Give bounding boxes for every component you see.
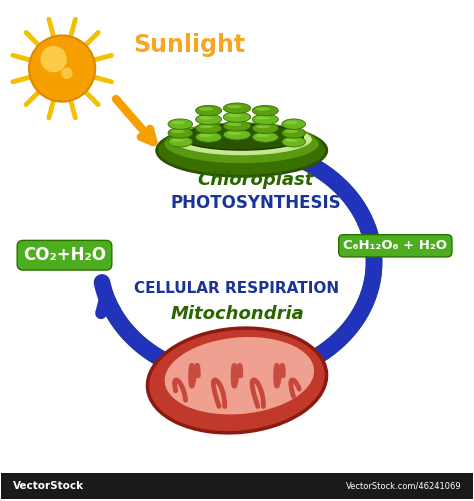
- Ellipse shape: [171, 123, 313, 156]
- Ellipse shape: [171, 121, 184, 124]
- Ellipse shape: [227, 114, 242, 117]
- Ellipse shape: [223, 103, 251, 113]
- Text: CELLULAR RESPIRATION: CELLULAR RESPIRATION: [135, 281, 339, 296]
- Ellipse shape: [282, 128, 306, 138]
- Ellipse shape: [227, 105, 242, 108]
- Ellipse shape: [168, 119, 192, 129]
- Ellipse shape: [180, 124, 303, 150]
- Ellipse shape: [199, 116, 213, 119]
- Ellipse shape: [199, 134, 213, 137]
- Ellipse shape: [227, 123, 242, 126]
- Ellipse shape: [164, 124, 319, 164]
- Ellipse shape: [252, 105, 278, 116]
- Text: CO₂+H₂O: CO₂+H₂O: [23, 246, 106, 264]
- Text: C₆H₁₂O₆ + H₂O: C₆H₁₂O₆ + H₂O: [343, 239, 447, 253]
- Text: VectorStock.com/46241069: VectorStock.com/46241069: [346, 481, 462, 490]
- Ellipse shape: [223, 121, 251, 131]
- Circle shape: [40, 46, 67, 72]
- Text: Chloroplast: Chloroplast: [198, 171, 314, 188]
- Ellipse shape: [164, 336, 315, 415]
- Ellipse shape: [168, 128, 192, 138]
- Ellipse shape: [227, 132, 242, 135]
- Ellipse shape: [252, 132, 278, 142]
- Ellipse shape: [285, 139, 298, 142]
- Ellipse shape: [171, 130, 184, 133]
- Ellipse shape: [199, 107, 213, 111]
- Ellipse shape: [223, 112, 251, 122]
- Ellipse shape: [255, 125, 270, 128]
- Text: Mitochondria: Mitochondria: [170, 305, 304, 323]
- Bar: [0, 473, 474, 498]
- Ellipse shape: [171, 139, 184, 142]
- Ellipse shape: [196, 132, 222, 142]
- Ellipse shape: [168, 137, 192, 147]
- Ellipse shape: [255, 107, 270, 111]
- Circle shape: [29, 36, 95, 102]
- Ellipse shape: [255, 134, 270, 137]
- Ellipse shape: [282, 137, 306, 147]
- Ellipse shape: [252, 123, 278, 133]
- Ellipse shape: [285, 130, 298, 133]
- Ellipse shape: [196, 123, 222, 133]
- Ellipse shape: [156, 124, 327, 176]
- Ellipse shape: [199, 125, 213, 128]
- Ellipse shape: [282, 119, 306, 129]
- Ellipse shape: [196, 105, 222, 116]
- Ellipse shape: [252, 114, 278, 125]
- Ellipse shape: [255, 116, 270, 119]
- Text: Sunlight: Sunlight: [133, 33, 245, 57]
- Circle shape: [61, 68, 73, 79]
- Ellipse shape: [285, 121, 298, 124]
- Ellipse shape: [147, 328, 327, 433]
- Ellipse shape: [196, 114, 222, 125]
- Text: VectorStock: VectorStock: [12, 481, 83, 490]
- Text: PHOTOSYNTHESIS: PHOTOSYNTHESIS: [171, 194, 341, 212]
- Ellipse shape: [223, 130, 251, 140]
